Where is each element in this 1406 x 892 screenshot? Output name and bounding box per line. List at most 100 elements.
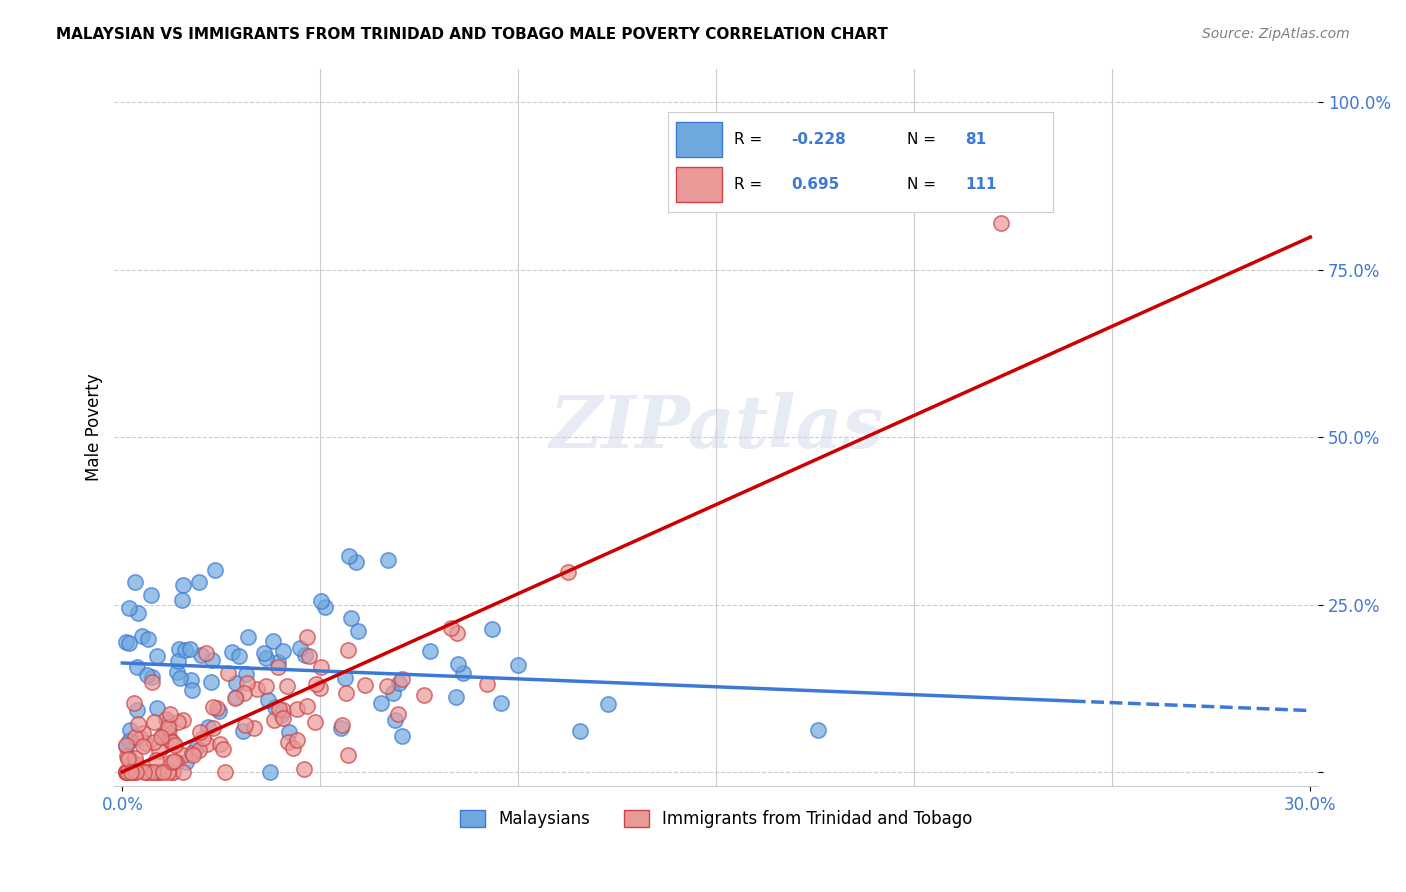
Point	[172, 593, 194, 607]
Point	[188, 724, 211, 739]
Point	[181, 746, 204, 760]
Point	[115, 765, 138, 780]
Point	[214, 765, 236, 780]
Point	[148, 744, 170, 758]
Point	[370, 696, 392, 710]
Point	[188, 575, 211, 590]
Point	[131, 731, 153, 746]
Point	[375, 679, 398, 693]
Point	[330, 721, 353, 735]
Point	[271, 644, 294, 658]
Point	[124, 765, 146, 780]
Point	[259, 765, 281, 780]
Point	[384, 713, 406, 727]
Point	[387, 707, 409, 722]
Point	[118, 600, 141, 615]
Point	[807, 723, 830, 737]
Point	[201, 652, 224, 666]
Point	[139, 588, 162, 602]
Point	[256, 650, 278, 665]
Point	[506, 658, 529, 673]
Point	[285, 733, 308, 747]
Point	[131, 629, 153, 643]
Point	[481, 622, 503, 636]
Point	[118, 734, 141, 748]
Point	[136, 632, 159, 646]
Point	[157, 714, 180, 729]
Point	[263, 713, 285, 727]
Point	[146, 765, 169, 780]
Point	[118, 723, 141, 738]
Point	[267, 660, 290, 674]
Point	[136, 765, 159, 780]
Point	[419, 644, 441, 658]
Point	[186, 741, 208, 756]
Point	[246, 681, 269, 696]
Point	[309, 660, 332, 674]
Point	[333, 671, 356, 685]
Point	[262, 634, 284, 648]
Point	[162, 734, 184, 748]
Point	[202, 722, 225, 736]
Point	[134, 736, 156, 750]
Text: Source: ZipAtlas.com: Source: ZipAtlas.com	[1202, 27, 1350, 41]
Point	[232, 723, 254, 738]
Point	[205, 700, 228, 714]
Point	[141, 765, 163, 780]
Point	[304, 715, 326, 730]
Point	[217, 665, 239, 680]
Point	[118, 636, 141, 650]
Point	[267, 655, 290, 669]
Point	[276, 679, 298, 693]
Point	[167, 642, 190, 657]
Point	[169, 671, 191, 685]
Point	[152, 765, 174, 780]
Point	[440, 621, 463, 635]
Point	[254, 679, 277, 693]
Point	[115, 739, 138, 753]
Point	[162, 765, 184, 780]
Point	[163, 754, 186, 768]
Point	[314, 600, 336, 615]
Point	[287, 702, 309, 716]
Point	[124, 575, 146, 590]
Point	[127, 703, 149, 717]
Point	[236, 630, 259, 644]
Point	[233, 718, 256, 732]
Point	[336, 747, 359, 762]
Point	[153, 728, 176, 742]
Point	[165, 755, 187, 769]
Point	[257, 692, 280, 706]
Point	[117, 749, 139, 764]
Point	[236, 676, 259, 690]
Point	[143, 735, 166, 749]
Point	[444, 690, 467, 704]
Point	[179, 642, 201, 657]
Point	[131, 725, 153, 739]
Point	[388, 675, 411, 690]
Point	[337, 643, 360, 657]
Point	[143, 714, 166, 729]
Point	[149, 765, 172, 780]
Point	[446, 625, 468, 640]
Text: MALAYSIAN VS IMMIGRANTS FROM TRINIDAD AND TOBAGO MALE POVERTY CORRELATION CHART: MALAYSIAN VS IMMIGRANTS FROM TRINIDAD AN…	[56, 27, 889, 42]
Point	[277, 735, 299, 749]
Point	[209, 738, 232, 752]
Point	[127, 606, 149, 620]
Point	[117, 765, 139, 780]
Point	[163, 738, 186, 752]
Point	[180, 673, 202, 687]
Point	[337, 549, 360, 564]
Point	[212, 742, 235, 756]
Point	[557, 565, 579, 579]
Point	[353, 677, 375, 691]
Point	[281, 741, 304, 756]
Point	[295, 698, 318, 713]
Point	[125, 765, 148, 780]
Text: ZIPatlas: ZIPatlas	[550, 392, 883, 463]
Point	[224, 691, 246, 706]
Point	[332, 718, 354, 732]
Point	[173, 643, 195, 657]
Point	[298, 648, 321, 663]
Point	[990, 216, 1012, 230]
